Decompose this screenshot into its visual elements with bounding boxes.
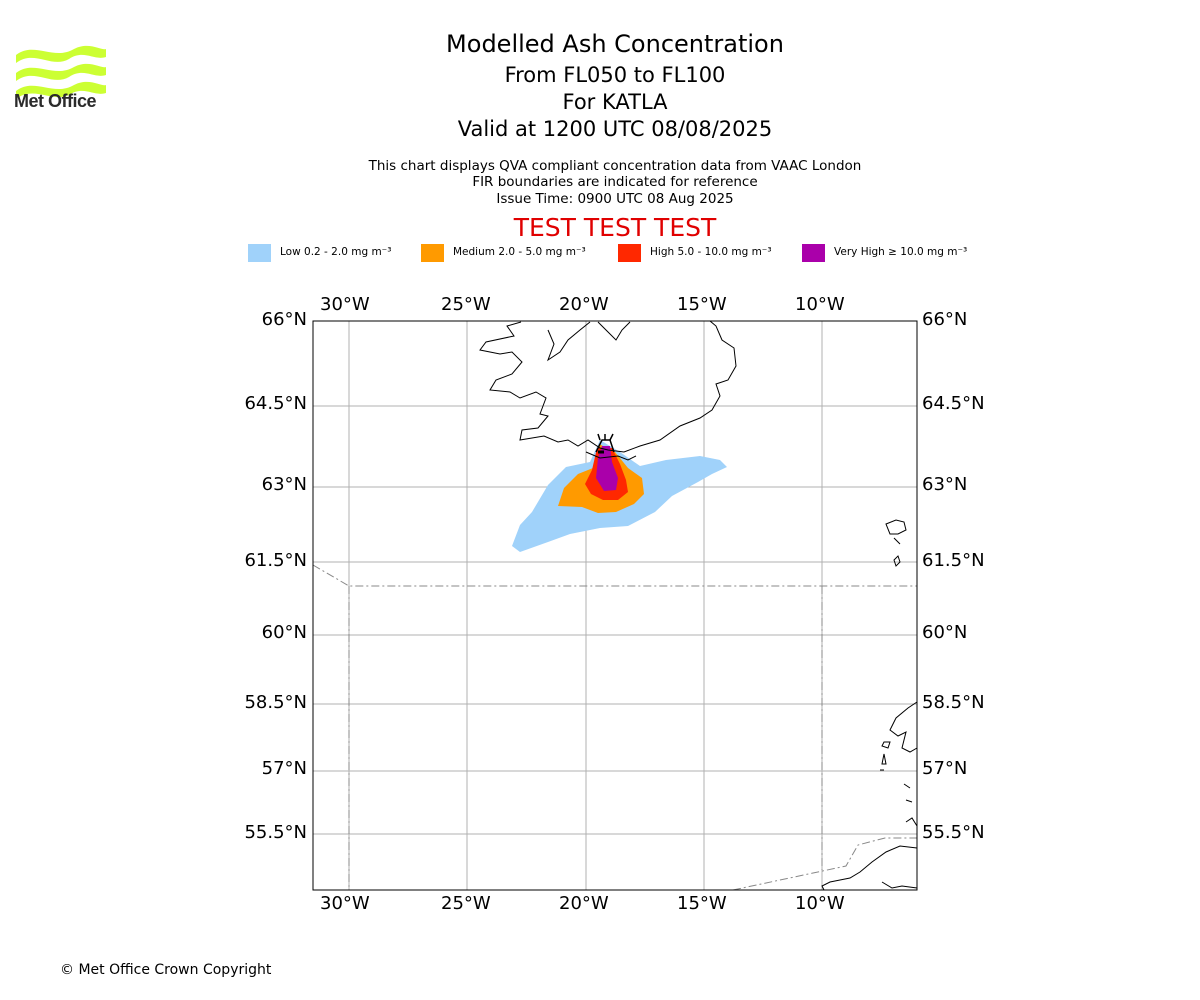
tick-bottom-10w: 10°W — [795, 893, 845, 914]
legend-label-very-high: Very High ≥ 10.0 mg m⁻³ — [834, 246, 968, 258]
scotland-coastline — [880, 701, 918, 827]
legend-swatch-low — [248, 244, 271, 262]
tick-left-57n: 57°N — [261, 758, 307, 779]
tick-right-58-5n: 58.5°N — [922, 692, 985, 713]
legend-label-high: High 5.0 - 10.0 mg m⁻³ — [650, 246, 772, 258]
map-gridlines — [313, 321, 917, 890]
subtitle-valid-time: Valid at 1200 UTC 08/08/2025 — [457, 117, 773, 141]
tick-top-20w: 20°W — [559, 294, 609, 315]
tick-right-63n: 63°N — [922, 474, 968, 495]
tick-right-64-5n: 64.5°N — [922, 393, 985, 414]
met-office-logo-icon — [16, 45, 106, 99]
volcano-marker-icon — [595, 433, 615, 454]
tick-top-25w: 25°W — [441, 294, 491, 315]
test-banner: TEST TEST TEST — [513, 213, 717, 242]
tick-right-57n: 57°N — [922, 758, 968, 779]
ash-area-very-high — [596, 446, 618, 491]
faroe-islands-coastline — [885, 519, 907, 567]
ireland-coastline — [821, 845, 918, 891]
legend-label-low: Low 0.2 - 2.0 mg m⁻³ — [280, 246, 392, 258]
subtitle-volcano: For KATLA — [562, 90, 668, 114]
tick-right-66n: 66°N — [922, 309, 968, 330]
legend-swatch-very-high — [802, 244, 825, 262]
tick-top-30w: 30°W — [320, 294, 370, 315]
fir-boundaries — [312, 564, 917, 891]
tick-top-15w: 15°W — [677, 294, 727, 315]
note-qva: This chart displays QVA compliant concen… — [368, 158, 862, 174]
iceland-coastline — [479, 320, 737, 453]
tick-left-55-5n: 55.5°N — [244, 822, 307, 843]
note-fir: FIR boundaries are indicated for referen… — [472, 174, 758, 190]
tick-bottom-20w: 20°W — [559, 893, 609, 914]
tick-bottom-25w: 25°W — [441, 893, 491, 914]
tick-right-60n: 60°N — [922, 622, 968, 643]
legend-swatch-high — [618, 244, 641, 262]
tick-right-55-5n: 55.5°N — [922, 822, 985, 843]
copyright-notice: © Met Office Crown Copyright — [60, 962, 272, 978]
coastlines — [479, 320, 918, 891]
tick-bottom-30w: 30°W — [320, 893, 370, 914]
tick-left-66n: 66°N — [261, 309, 307, 330]
tick-bottom-15w: 15°W — [677, 893, 727, 914]
note-issue-time: Issue Time: 0900 UTC 08 Aug 2025 — [496, 191, 734, 207]
tick-left-61-5n: 61.5°N — [244, 550, 307, 571]
tick-left-60n: 60°N — [261, 622, 307, 643]
chart-title: Modelled Ash Concentration — [446, 30, 784, 58]
logo-text: Met Office — [14, 91, 97, 111]
tick-left-58-5n: 58.5°N — [244, 692, 307, 713]
legend-swatch-medium — [421, 244, 444, 262]
tick-left-63n: 63°N — [261, 474, 307, 495]
tick-top-10w: 10°W — [795, 294, 845, 315]
subtitle-flight-levels: From FL050 to FL100 — [504, 63, 726, 87]
legend-label-medium: Medium 2.0 - 5.0 mg m⁻³ — [453, 246, 586, 258]
map-frame — [312, 320, 918, 891]
tick-right-61-5n: 61.5°N — [922, 550, 985, 571]
tick-left-64-5n: 64.5°N — [244, 393, 307, 414]
